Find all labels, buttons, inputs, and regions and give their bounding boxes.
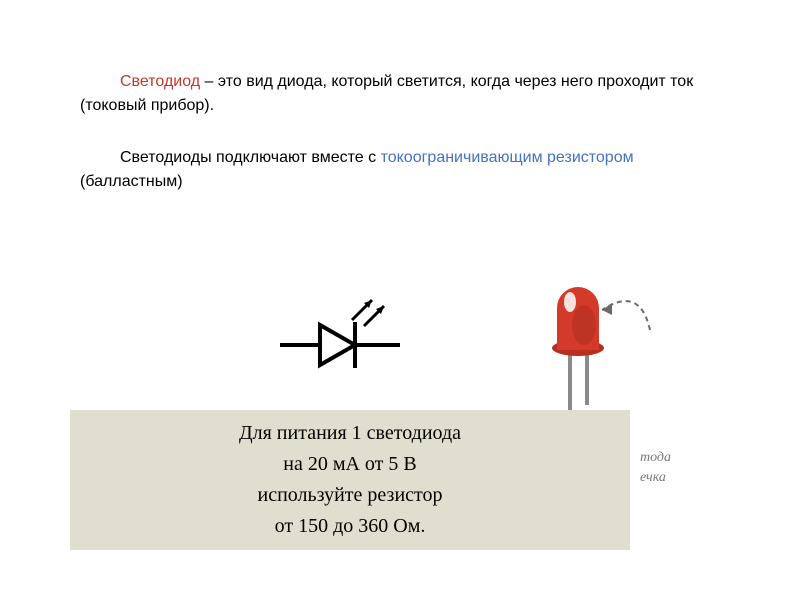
side-label-fragment: тода ечка <box>640 448 671 487</box>
term-svetodiod: Светодиод <box>120 73 200 90</box>
paragraph-1: Светодиод – это вид диода, который свети… <box>80 70 730 118</box>
para2-start: Светодиоды подключают вместе с <box>120 149 381 166</box>
led-schematic-symbol <box>280 290 420 385</box>
resistor-info-box: Для питания 1 светодиода на 20 мА от 5 В… <box>70 410 630 550</box>
info-line-3: используйте резистор <box>258 480 443 511</box>
para2-rest: (балластным) <box>80 173 183 190</box>
info-line-2: на 20 мА от 5 В <box>283 449 417 480</box>
info-line-4: от 150 до 360 Ом. <box>275 511 426 542</box>
side-label-2: ечка <box>640 468 671 488</box>
term-resistor: токоограничивающим резистором <box>381 149 634 166</box>
info-line-1: Для питания 1 светодиода <box>239 418 461 449</box>
side-label-1: тода <box>640 448 671 468</box>
graphics-row <box>0 260 800 420</box>
paragraph-2: Светодиоды подключают вместе с токоогран… <box>80 146 730 194</box>
